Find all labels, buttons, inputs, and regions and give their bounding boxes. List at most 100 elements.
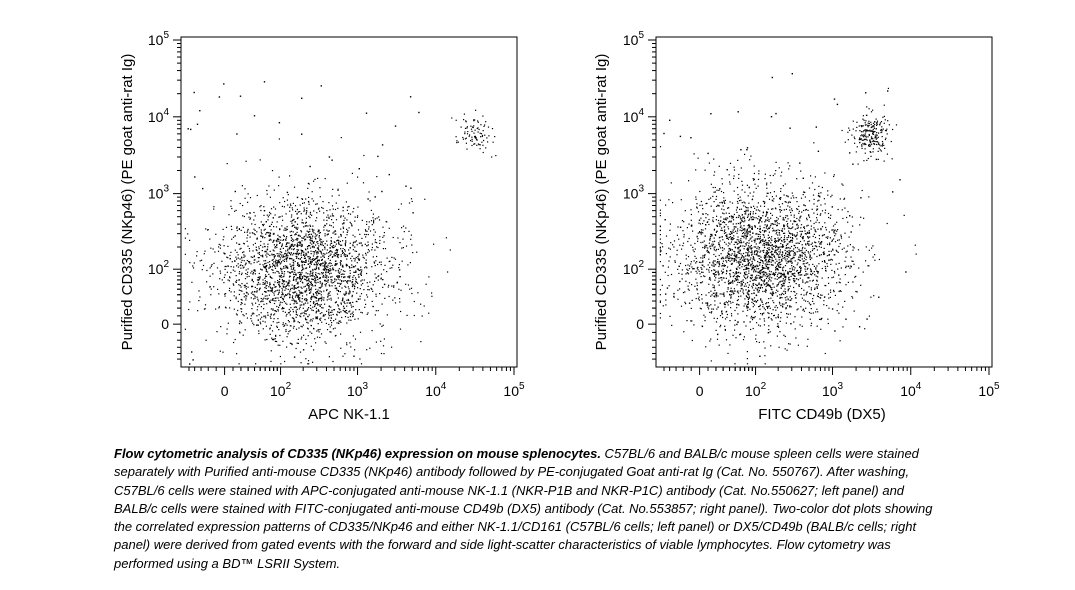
left-event-dot <box>315 235 317 237</box>
left-event-dot <box>357 257 359 259</box>
right-event-dot <box>765 303 767 305</box>
left-event-dot <box>376 242 378 244</box>
right-event-dot <box>770 212 772 214</box>
left-event-dot <box>239 248 241 250</box>
left-event-dot <box>317 289 319 291</box>
left-event-dot <box>348 302 350 304</box>
left-event-dot <box>262 298 264 300</box>
right-event-dot <box>719 326 721 328</box>
right-event-dot <box>668 285 670 287</box>
right-event-dot <box>719 247 721 249</box>
left-event-dot <box>246 259 248 262</box>
right-event-dot <box>792 273 794 275</box>
left-event-dot <box>238 228 240 230</box>
left-event-dot <box>294 271 296 273</box>
right-event-dot <box>764 263 766 265</box>
left-event-dot <box>299 315 301 317</box>
left-event-dot <box>253 233 255 235</box>
left-event-dot <box>315 303 317 305</box>
left-event-dot <box>400 203 402 205</box>
right-event-dot <box>785 252 787 254</box>
left-event-dot <box>229 254 231 257</box>
left-event-dot <box>471 144 473 147</box>
right-event-dot <box>759 251 761 253</box>
right-event-dot <box>745 206 747 208</box>
left-event-dot <box>278 122 281 124</box>
left-event-dot <box>282 280 284 282</box>
left-event-dot <box>258 253 261 255</box>
left-event-dot <box>295 316 297 318</box>
right-event-dot <box>817 284 819 286</box>
right-event-dot <box>661 243 663 245</box>
right-event-dot <box>793 255 795 257</box>
left-event-dot <box>365 262 367 264</box>
left-event-dot <box>330 253 332 255</box>
left-event-dot <box>285 294 287 296</box>
left-event-dot <box>293 300 295 302</box>
right-event-dot <box>731 202 734 204</box>
right-event-dot <box>820 192 822 194</box>
left-event-dot <box>408 202 411 204</box>
left-event-dot <box>320 300 323 302</box>
left-event-dot <box>383 338 385 340</box>
right-event-dot <box>737 247 739 249</box>
right-event-dot <box>838 274 840 276</box>
left-event-dot <box>311 198 313 200</box>
left-event-dot <box>470 128 473 130</box>
left-x-tick-label: 102 <box>270 381 292 399</box>
right-event-dot <box>809 254 811 256</box>
right-event-dot <box>690 263 692 265</box>
left-event-dot <box>464 138 466 140</box>
right-event-dot <box>733 213 735 216</box>
left-event-dot <box>357 215 359 217</box>
left-event-dot <box>256 315 258 317</box>
left-event-dot <box>328 313 330 315</box>
right-event-dot <box>784 288 786 290</box>
right-event-dot <box>815 267 817 269</box>
right-event-dot <box>700 257 702 259</box>
left-event-dot <box>335 288 338 290</box>
right-event-dot <box>739 222 741 224</box>
right-event-dot <box>746 242 748 244</box>
left-event-dot <box>345 254 347 256</box>
right-event-dot <box>756 284 758 287</box>
left-event-dot <box>321 272 323 274</box>
left-event-dot <box>223 236 225 238</box>
left-event-dot <box>324 246 326 248</box>
left-event-dot <box>298 298 300 301</box>
right-event-dot <box>809 292 811 295</box>
right-event-dot <box>799 256 801 258</box>
left-y-axis-label: Purified CD335 (NKp46) (PE goat anti-rat… <box>119 54 136 351</box>
left-event-dot <box>189 301 191 303</box>
right-event-dot <box>769 276 771 278</box>
left-event-dot <box>218 306 220 308</box>
right-event-dot <box>768 240 770 242</box>
left-event-dot <box>313 301 315 303</box>
left-event-dot <box>301 261 303 263</box>
left-event-dot <box>488 135 490 137</box>
right-event-dot <box>804 247 806 249</box>
left-event-dot <box>329 247 331 249</box>
left-event-dot <box>347 230 349 232</box>
right-event-dot <box>759 217 761 219</box>
left-event-dot <box>311 260 313 262</box>
right-event-dot <box>802 194 804 196</box>
left-event-dot <box>288 292 290 294</box>
right-event-dot <box>860 216 862 218</box>
right-event-dot <box>811 182 814 184</box>
right-event-dot <box>799 277 801 279</box>
right-event-dot <box>758 242 760 244</box>
right-event-dot <box>774 262 776 264</box>
left-event-dot <box>351 306 353 308</box>
left-event-dot <box>285 213 287 215</box>
left-event-dot <box>319 239 321 241</box>
left-event-dot <box>354 236 356 238</box>
left-event-dot <box>417 292 419 294</box>
right-event-dot <box>781 228 784 230</box>
right-event-dot <box>776 260 778 262</box>
left-event-dot <box>316 212 318 214</box>
left-event-dot <box>409 96 412 98</box>
left-event-dot <box>393 285 395 287</box>
left-event-dot <box>308 286 310 288</box>
right-event-dot <box>690 244 692 246</box>
